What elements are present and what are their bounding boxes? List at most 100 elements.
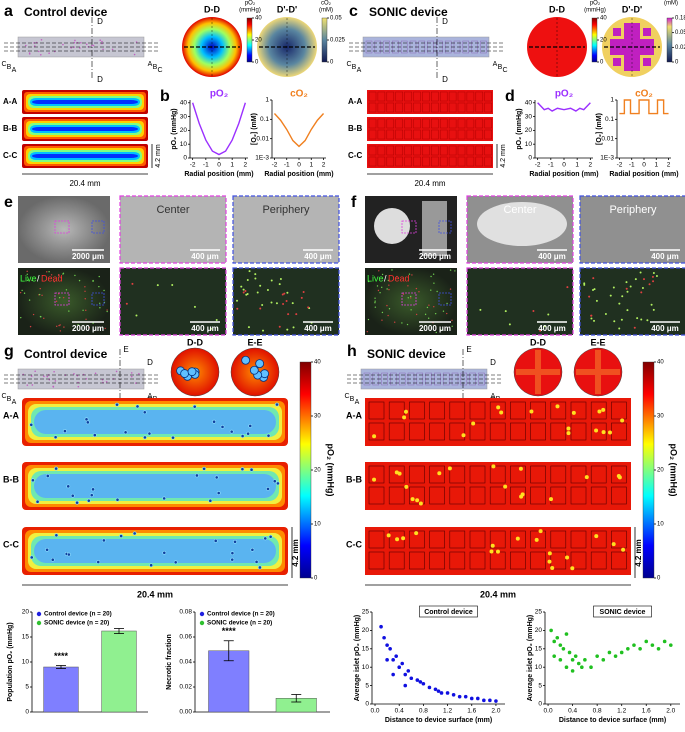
cell	[396, 275, 398, 278]
channel	[404, 102, 412, 113]
cell	[435, 331, 437, 334]
channel	[368, 129, 377, 140]
cell	[366, 330, 369, 333]
legend-marker	[36, 611, 42, 617]
islet	[73, 373, 75, 375]
islet	[133, 53, 136, 56]
cell	[55, 300, 58, 303]
y-tick-label: 10	[535, 664, 543, 671]
cell	[433, 306, 435, 308]
channel	[469, 465, 486, 484]
channel	[439, 91, 448, 102]
x-tick-label: 2	[244, 162, 248, 169]
cell	[99, 307, 101, 309]
cell	[543, 325, 546, 328]
channel	[404, 145, 412, 156]
colorbar-title: pO₂	[590, 1, 601, 7]
islet	[607, 430, 612, 435]
channel	[510, 530, 526, 549]
islet	[29, 422, 34, 427]
colorbar-tick-label: 0.025	[675, 45, 685, 51]
y-tick-label: 0	[183, 155, 187, 162]
cell	[46, 271, 48, 273]
channel	[590, 401, 607, 420]
channel	[611, 551, 627, 570]
cell	[566, 286, 569, 289]
colorbar	[591, 17, 598, 63]
islet	[53, 370, 55, 373]
cell	[43, 317, 45, 319]
cell	[209, 327, 212, 330]
cell	[53, 280, 55, 283]
channel	[510, 551, 526, 570]
channel	[590, 486, 607, 505]
y-axis-title: pO₂ (mmHg)	[516, 108, 523, 149]
y-tick-label: 0	[538, 701, 542, 708]
cell	[292, 326, 295, 329]
legend-marker	[36, 620, 42, 626]
y-axis-title: [O₂] (mM)	[596, 113, 603, 145]
cell	[393, 321, 396, 323]
islet	[43, 375, 45, 378]
channel	[611, 465, 627, 484]
section-label: B-B	[3, 474, 19, 484]
dimension-label: 20.4 mm	[480, 589, 516, 599]
cell	[626, 290, 629, 293]
y-tick-label: 0.1	[605, 116, 614, 123]
cell	[266, 289, 269, 292]
dimension-label: 4.2 mm	[634, 539, 643, 567]
islet	[230, 557, 235, 562]
islet	[135, 404, 140, 409]
point	[409, 676, 414, 681]
channel	[422, 145, 430, 156]
panel-label: a	[4, 3, 13, 20]
channel	[439, 118, 448, 129]
y-axis-title: Average islet pO₂ (mmHg)	[527, 615, 534, 701]
channel	[413, 156, 421, 167]
cell	[442, 310, 445, 312]
x-tick-label: 0	[562, 162, 566, 169]
point	[564, 665, 569, 669]
bar	[101, 630, 137, 713]
y-axis-title: pO₂ (mmHg)	[171, 108, 178, 149]
islet	[94, 372, 97, 375]
point	[403, 672, 408, 677]
cut-label: A	[148, 393, 153, 400]
cell	[283, 292, 286, 295]
point	[638, 647, 642, 651]
islet	[92, 44, 95, 47]
channel	[368, 465, 385, 484]
islet	[518, 466, 523, 471]
channel	[409, 465, 425, 484]
cell	[98, 285, 100, 288]
cell	[618, 302, 621, 305]
islet	[34, 370, 36, 373]
scale-label: 400 μm	[651, 252, 679, 261]
cell	[286, 291, 289, 294]
heat-layer	[367, 90, 493, 114]
map-title: E-E	[590, 337, 605, 347]
islet	[48, 52, 50, 54]
channel	[550, 465, 567, 484]
channel	[377, 156, 386, 167]
islet	[258, 565, 262, 570]
point	[457, 694, 462, 699]
channel	[422, 91, 430, 102]
cell	[287, 313, 290, 316]
cell	[84, 286, 86, 288]
islet	[130, 375, 133, 378]
cell	[451, 319, 453, 322]
x-tick-label: 1	[309, 162, 313, 169]
y-tick-label: 0.1	[260, 116, 269, 123]
islet	[621, 547, 626, 552]
islet	[53, 435, 58, 440]
channel	[386, 91, 395, 102]
channel-pattern	[613, 28, 621, 36]
islet	[214, 475, 219, 480]
channel	[395, 129, 403, 140]
map-title: D-D	[530, 337, 546, 347]
roi-box	[91, 220, 105, 234]
islet	[272, 479, 277, 484]
islet	[372, 434, 377, 439]
islet	[91, 487, 95, 492]
